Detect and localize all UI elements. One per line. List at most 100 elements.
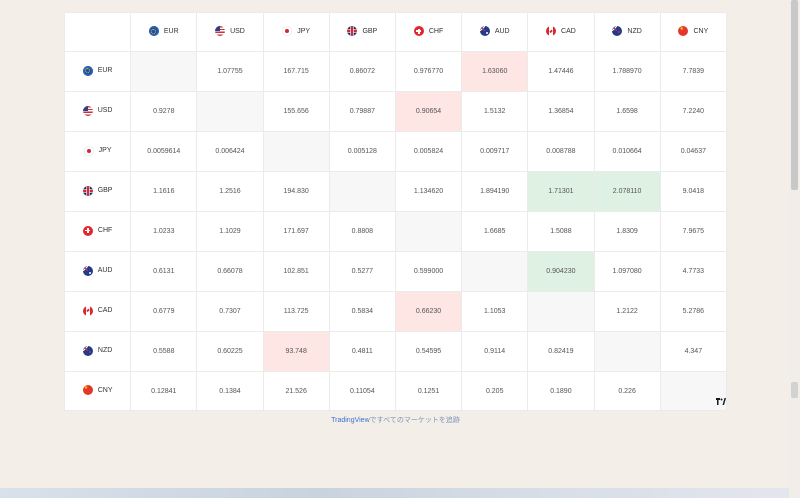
table-row: CHF 1.0233 1.1029 171.697 0.8808 1.6685 1.5088… xyxy=(63,211,728,252)
rate-cell-cad-chf[interactable]: 0.66230 xyxy=(394,291,463,332)
column-currency-nzd: NZD xyxy=(612,26,642,36)
row-header[interactable]: EUR xyxy=(63,51,132,92)
widget-scrollbar-thumb[interactable] xyxy=(791,382,798,398)
page-scrollbar-track[interactable] xyxy=(789,0,800,498)
rate-cell-nzd-aud[interactable]: 0.9114 xyxy=(461,331,529,372)
rate-cell-jpy-cad[interactable]: 0.008788 xyxy=(527,131,595,172)
column-header[interactable]: CNY xyxy=(659,12,728,52)
column-header[interactable]: USD xyxy=(196,12,264,52)
row-header[interactable]: JPY xyxy=(63,131,132,172)
page-scrollbar-thumb[interactable] xyxy=(791,0,798,190)
rate-cell-aud-chf[interactable]: 0.599000 xyxy=(394,251,463,292)
rate-cell-cad-usd[interactable]: 0.7307 xyxy=(196,291,264,332)
column-header[interactable]: AUD xyxy=(461,12,529,52)
rate-cell-chf-usd[interactable]: 1.1029 xyxy=(196,211,264,252)
rate-cell-gbp-cad[interactable]: 1.71301 xyxy=(527,171,595,212)
rate-cell-usd-cad[interactable]: 1.36854 xyxy=(527,91,595,132)
rate-cell-eur-usd[interactable]: 1.07755 xyxy=(196,51,264,92)
rate-cell-cad-cny[interactable]: 5.2786 xyxy=(659,291,728,332)
rate-cell-chf-aud[interactable]: 1.6685 xyxy=(461,211,529,252)
rate-cell-usd-jpy[interactable]: 155.656 xyxy=(262,91,330,132)
rate-cell-usd-nzd[interactable]: 1.6598 xyxy=(593,91,661,132)
rate-cell-cny-gbp[interactable]: 0.11054 xyxy=(328,371,396,411)
column-header[interactable]: CAD xyxy=(527,12,595,52)
tradingview-logo-icon[interactable] xyxy=(715,395,727,407)
column-header[interactable]: GBP xyxy=(328,12,396,52)
rate-cell-nzd-chf[interactable]: 0.54595 xyxy=(394,331,463,372)
rate-cell-gbp-jpy[interactable]: 194.830 xyxy=(262,171,330,212)
rate-cell-cad-eur[interactable]: 0.6779 xyxy=(130,291,198,332)
rate-cell-cny-jpy[interactable]: 21.526 xyxy=(262,371,330,411)
rate-cell-cny-cad[interactable]: 0.1890 xyxy=(527,371,595,411)
rate-cell-cad-aud[interactable]: 1.1053 xyxy=(461,291,529,332)
column-header[interactable]: CHF xyxy=(394,12,463,52)
canada-flag-icon xyxy=(82,305,93,316)
rate-cell-usd-gbp[interactable]: 0.79887 xyxy=(328,91,396,132)
row-header[interactable]: USD xyxy=(63,91,132,132)
rate-cell-cad-nzd[interactable]: 1.2122 xyxy=(593,291,661,332)
row-header[interactable]: AUD xyxy=(63,251,132,292)
rate-cell-cny-nzd[interactable]: 0.226 xyxy=(593,371,661,411)
rate-cell-cny-aud[interactable]: 0.205 xyxy=(461,371,529,411)
column-header[interactable]: EUR xyxy=(130,12,198,52)
tradingview-link[interactable]: TradingView xyxy=(331,417,370,424)
rate-cell-eur-gbp[interactable]: 0.86072 xyxy=(328,51,396,92)
column-currency-jpy: JPY xyxy=(282,26,310,36)
rate-cell-usd-eur[interactable]: 0.9278 xyxy=(130,91,198,132)
rate-cell-aud-gbp[interactable]: 0.5277 xyxy=(328,251,396,292)
rate-cell-gbp-eur[interactable]: 1.1616 xyxy=(130,171,198,212)
rate-cell-gbp-cny[interactable]: 9.0418 xyxy=(659,171,728,212)
rate-cell-chf-gbp[interactable]: 0.8808 xyxy=(328,211,396,252)
row-header[interactable]: CAD xyxy=(63,291,132,332)
rate-cell-nzd-usd[interactable]: 0.60225 xyxy=(196,331,264,372)
rate-cell-chf-eur[interactable]: 1.0233 xyxy=(130,211,198,252)
rate-cell-jpy-usd[interactable]: 0.006424 xyxy=(196,131,264,172)
row-header[interactable]: CHF xyxy=(63,211,132,252)
rate-cell-jpy-aud[interactable]: 0.009717 xyxy=(461,131,529,172)
rate-cell-cad-jpy[interactable]: 113.725 xyxy=(262,291,330,332)
rate-cell-cad-gbp[interactable]: 0.5834 xyxy=(328,291,396,332)
rate-cell-jpy-chf[interactable]: 0.005824 xyxy=(394,131,463,172)
rate-cell-cny-chf[interactable]: 0.1251 xyxy=(394,371,463,411)
rate-cell-nzd-cad[interactable]: 0.82419 xyxy=(527,331,595,372)
rate-cell-chf-nzd[interactable]: 1.8309 xyxy=(593,211,661,252)
rate-cell-eur-cad[interactable]: 1.47446 xyxy=(527,51,595,92)
corner-cell xyxy=(63,12,132,52)
column-header[interactable]: JPY xyxy=(262,12,330,52)
rate-cell-aud-nzd[interactable]: 1.097080 xyxy=(593,251,661,292)
rate-cell-aud-cny[interactable]: 4.7733 xyxy=(659,251,728,292)
rate-cell-aud-usd[interactable]: 0.66078 xyxy=(196,251,264,292)
rate-cell-usd-cny[interactable]: 7.2240 xyxy=(659,91,728,132)
rate-cell-nzd-jpy[interactable]: 93.748 xyxy=(262,331,330,372)
row-header[interactable]: NZD xyxy=(63,331,132,372)
rate-cell-eur-jpy[interactable]: 167.715 xyxy=(262,51,330,92)
rate-cell-gbp-usd[interactable]: 1.2516 xyxy=(196,171,264,212)
rate-cell-gbp-chf[interactable]: 1.134620 xyxy=(394,171,463,212)
column-header[interactable]: NZD xyxy=(593,12,661,52)
rate-cell-aud-jpy[interactable]: 102.851 xyxy=(262,251,330,292)
rate-cell-nzd-gbp[interactable]: 0.4811 xyxy=(328,331,396,372)
rate-cell-aud-cad[interactable]: 0.904230 xyxy=(527,251,595,292)
rate-cell-jpy-eur[interactable]: 0.0059614 xyxy=(130,131,198,172)
rate-cell-chf-cad[interactable]: 1.5088 xyxy=(527,211,595,252)
rate-cell-aud-eur[interactable]: 0.6131 xyxy=(130,251,198,292)
rate-cell-chf-cny[interactable]: 7.9675 xyxy=(659,211,728,252)
rate-cell-usd-chf[interactable]: 0.90654 xyxy=(394,91,463,132)
row-header[interactable]: GBP xyxy=(63,171,132,212)
rate-cell-gbp-aud[interactable]: 1.894190 xyxy=(461,171,529,212)
rate-cell-eur-chf[interactable]: 0.976770 xyxy=(394,51,463,92)
rate-cell-eur-nzd[interactable]: 1.788970 xyxy=(593,51,661,92)
rate-cell-jpy-nzd[interactable]: 0.010664 xyxy=(593,131,661,172)
rate-cell-eur-cny[interactable]: 7.7839 xyxy=(659,51,728,92)
rate-cell-eur-aud[interactable]: 1.63060 xyxy=(461,51,529,92)
rate-cell-jpy-cny[interactable]: 0.04637 xyxy=(659,131,728,172)
rate-cell-nzd-cny[interactable]: 4.347 xyxy=(659,331,728,372)
rate-cell-cny-eur[interactable]: 0.12841 xyxy=(130,371,198,411)
rate-cell-gbp-nzd[interactable]: 2.078110 xyxy=(593,171,661,212)
rate-cell-jpy-gbp[interactable]: 0.005128 xyxy=(328,131,396,172)
rate-cell-nzd-eur[interactable]: 0.5588 xyxy=(130,331,198,372)
rate-cell-cny-usd[interactable]: 0.1384 xyxy=(196,371,264,411)
row-header[interactable]: CNY xyxy=(63,371,132,411)
rate-cell-usd-aud[interactable]: 1.5132 xyxy=(461,91,529,132)
rate-cell-chf-jpy[interactable]: 171.697 xyxy=(262,211,330,252)
